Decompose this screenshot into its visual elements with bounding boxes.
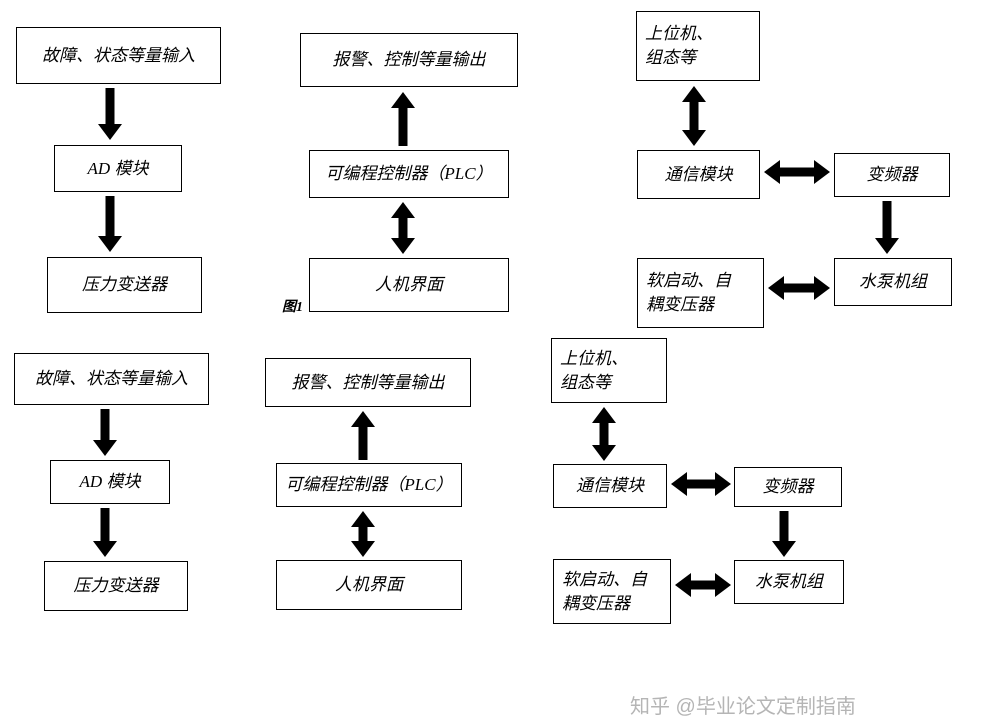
edge-e3 xyxy=(391,92,415,146)
node-hmi-1: 人机界面 xyxy=(309,258,509,312)
edge-e16 xyxy=(675,573,731,597)
figure-caption: 图1 xyxy=(282,296,303,316)
watermark-text: 知乎 @毕业论文定制指南 xyxy=(630,690,856,719)
node-ad-module-1: AD 模块 xyxy=(54,145,182,192)
edge-e4 xyxy=(391,202,415,254)
node-hmi-2: 人机界面 xyxy=(276,560,462,610)
edge-e13 xyxy=(592,407,616,461)
node-fault-input-1: 故障、状态等量输入 xyxy=(16,27,221,84)
edge-e7 xyxy=(875,201,899,254)
node-alarm-output-2: 报警、控制等量输出 xyxy=(265,358,471,407)
edge-e12 xyxy=(351,511,375,557)
edge-e2 xyxy=(98,196,122,252)
node-plc-2: 可编程控制器（PLC） xyxy=(276,463,462,507)
edge-e8 xyxy=(768,276,830,300)
node-vfd-1: 变频器 xyxy=(834,153,950,197)
node-host-computer-1: 上位机、组态等 xyxy=(636,11,760,81)
node-pressure-transmitter-2: 压力变送器 xyxy=(44,561,188,611)
node-soft-starter-1: 软启动、自耦变压器 xyxy=(637,258,764,328)
edge-e11 xyxy=(351,411,375,460)
node-vfd-2: 变频器 xyxy=(734,467,842,507)
edge-e14 xyxy=(671,472,731,496)
node-alarm-output-1: 报警、控制等量输出 xyxy=(300,33,518,87)
node-fault-input-2: 故障、状态等量输入 xyxy=(14,353,209,405)
node-plc-1: 可编程控制器（PLC） xyxy=(309,150,509,198)
node-comm-module-2: 通信模块 xyxy=(553,464,667,508)
edge-e10 xyxy=(93,508,117,557)
edge-e15 xyxy=(772,511,796,557)
node-comm-module-1: 通信模块 xyxy=(637,150,760,199)
edge-e1 xyxy=(98,88,122,140)
edge-e5 xyxy=(682,86,706,146)
edge-e9 xyxy=(93,409,117,456)
node-host-computer-2: 上位机、组态等 xyxy=(551,338,667,403)
node-pump-unit-1: 水泵机组 xyxy=(834,258,952,306)
node-ad-module-2: AD 模块 xyxy=(50,460,170,504)
edge-e6 xyxy=(764,160,830,184)
node-soft-starter-2: 软启动、自耦变压器 xyxy=(553,559,671,624)
node-pressure-transmitter-1: 压力变送器 xyxy=(47,257,202,313)
node-pump-unit-2: 水泵机组 xyxy=(734,560,844,604)
